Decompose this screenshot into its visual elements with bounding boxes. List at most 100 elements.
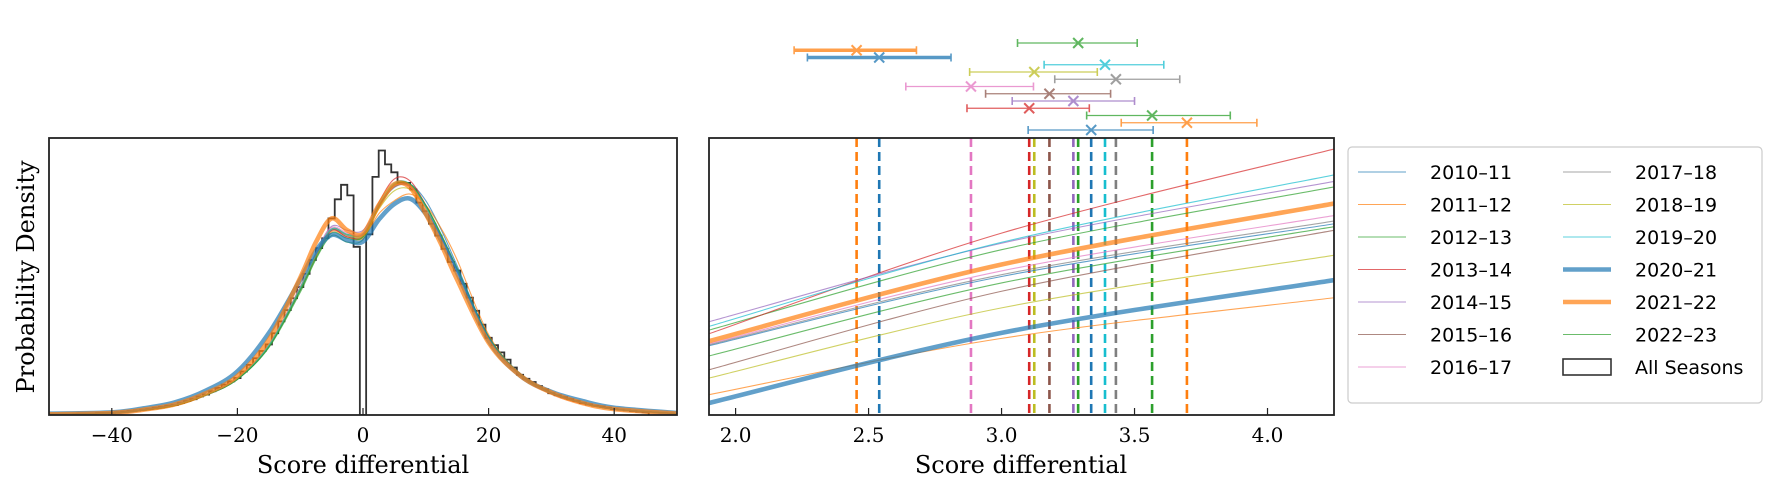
kde-curve-2016–17 xyxy=(49,183,677,415)
legend-frame xyxy=(1347,146,1763,404)
kde-curve-2018–19 xyxy=(49,187,677,415)
axes-frame xyxy=(48,137,678,416)
kde-curve-2016–17 xyxy=(709,215,1334,345)
kde-curve-2012–13 xyxy=(709,186,1334,331)
kde-curve-2015–16 xyxy=(49,182,677,415)
mean-x-marker xyxy=(1028,66,1040,78)
legend-item: 2021–22 xyxy=(1563,292,1717,314)
x-tick-label: 4.0 xyxy=(1252,423,1284,447)
errorbar-2022–23 xyxy=(1016,37,1138,49)
mean-x-marker xyxy=(1181,117,1193,129)
mean-x-marker xyxy=(1067,95,1080,107)
x-tick-label: 2.5 xyxy=(853,423,885,447)
mean-x-marker xyxy=(1110,73,1122,85)
kde-curve-2011–12 xyxy=(49,193,677,415)
legend-item: 2022–23 xyxy=(1563,325,1717,347)
legend-item: 2017–18 xyxy=(1563,162,1717,184)
kde-curve-2021–22 xyxy=(709,201,1334,344)
errorbar-2021–22 xyxy=(793,44,918,56)
kde-curve-2010–11 xyxy=(49,182,677,415)
legend-item: 2011–12 xyxy=(1358,195,1512,217)
legend-label: 2017–18 xyxy=(1635,162,1717,184)
x-tick-label: 0 xyxy=(357,423,370,447)
kde-curve-2014–15 xyxy=(49,183,677,415)
kde-curve-2015–16 xyxy=(709,229,1334,371)
legend-label: 2011–12 xyxy=(1430,195,1512,217)
kde-curve-2019–20 xyxy=(709,174,1334,327)
mean-x-marker xyxy=(850,44,863,56)
errorbar-2014–15 xyxy=(1011,95,1136,107)
legend-item: 2018–19 xyxy=(1563,195,1717,217)
kde-curve-2017–18 xyxy=(709,220,1334,346)
mean-x-marker xyxy=(873,51,885,64)
mean-x-marker xyxy=(965,80,977,93)
legend-label: 2018–19 xyxy=(1635,195,1717,217)
errorbar-2017–18 xyxy=(1053,73,1181,85)
left-density-panel: −40 −20 0 20 40 xyxy=(48,137,678,447)
legend-label: 2020–21 xyxy=(1635,260,1717,282)
plot-area xyxy=(49,149,677,415)
histogram-all-seasons xyxy=(76,149,650,415)
errorbar-2013–14 xyxy=(966,102,1091,114)
kde-curve-2017–18 xyxy=(49,183,677,415)
mean-x-marker xyxy=(1146,109,1158,122)
legend-label: 2019–20 xyxy=(1635,227,1717,249)
kde-curve-2014–15 xyxy=(709,180,1334,323)
legend-item: All Seasons xyxy=(1562,357,1743,379)
legend-label: 2022–23 xyxy=(1635,325,1717,347)
errorbar-2018–19 xyxy=(968,66,1099,78)
x-tick-label: 40 xyxy=(601,423,626,447)
kde-curve-2018–19 xyxy=(709,254,1334,379)
right-zoom-panel: 2.0 2.5 3.0 3.5 4.0 xyxy=(708,137,1335,447)
season-mean-errorbars xyxy=(793,37,1258,136)
kde-curve-2012–13 xyxy=(49,181,677,415)
x-tick-label: −20 xyxy=(216,423,258,447)
kde-curve-2013–14 xyxy=(709,148,1334,335)
mean-x-marker xyxy=(1099,59,1111,71)
errorbar-2012–13 xyxy=(1085,109,1232,122)
kde-curve-2010–11 xyxy=(709,223,1334,347)
errorbar-2019–20 xyxy=(1043,59,1165,71)
legend-label: 2021–22 xyxy=(1635,292,1717,314)
kde-curve-2013–14 xyxy=(49,176,677,415)
legend-item: 2012–13 xyxy=(1358,227,1512,249)
errorbar-2011–12 xyxy=(1120,117,1258,129)
x-tick-label: 20 xyxy=(476,423,501,447)
errorbar-2020–21 xyxy=(806,51,952,64)
kde-curve-2020–21 xyxy=(709,277,1334,406)
legend: 2010–11 2011–12 2012–13 2013–14 2014–15 2015–… xyxy=(1347,146,1763,404)
kde-curve-2022–23 xyxy=(49,180,677,415)
legend-item: 2016–17 xyxy=(1358,357,1512,379)
x-tick-label: −40 xyxy=(91,423,133,447)
axes-frame xyxy=(708,137,1335,416)
legend-item: 2015–16 xyxy=(1358,325,1512,347)
kde-curve-2019–20 xyxy=(49,180,677,415)
legend-patch-all-seasons xyxy=(1562,358,1612,376)
kde-curve-2021–22 xyxy=(49,180,677,415)
mean-x-marker xyxy=(1085,124,1097,136)
legend-label: 2010–11 xyxy=(1430,162,1512,184)
left-x-axis-label: Score differential xyxy=(257,451,469,479)
legend-item: 2014–15 xyxy=(1358,292,1512,314)
legend-label: 2012–13 xyxy=(1430,227,1512,249)
errorbar-2016–17 xyxy=(905,80,1035,93)
mean-x-marker xyxy=(1023,102,1035,114)
mean-x-marker xyxy=(1043,88,1056,100)
legend-item: 2019–20 xyxy=(1563,227,1717,249)
errorbar-2015–16 xyxy=(984,88,1112,100)
legend-item: 2013–14 xyxy=(1358,260,1512,282)
legend-label: 2014–15 xyxy=(1430,292,1512,314)
legend-label: 2016–17 xyxy=(1430,357,1512,379)
x-tick-label: 3.5 xyxy=(1119,423,1151,447)
y-axis-label: Probability Density xyxy=(12,160,40,394)
x-tick-label: 2.0 xyxy=(720,423,752,447)
plot-area xyxy=(709,138,1334,415)
legend-label: 2013–14 xyxy=(1430,260,1512,282)
legend-item: 2010–11 xyxy=(1358,162,1512,184)
right-x-axis-label: Score differential xyxy=(915,451,1127,479)
kde-curve-2022–23 xyxy=(709,226,1334,357)
kde-curve-2011–12 xyxy=(709,297,1334,396)
errorbar-2010–11 xyxy=(1027,124,1154,136)
legend-label: All Seasons xyxy=(1635,357,1743,379)
